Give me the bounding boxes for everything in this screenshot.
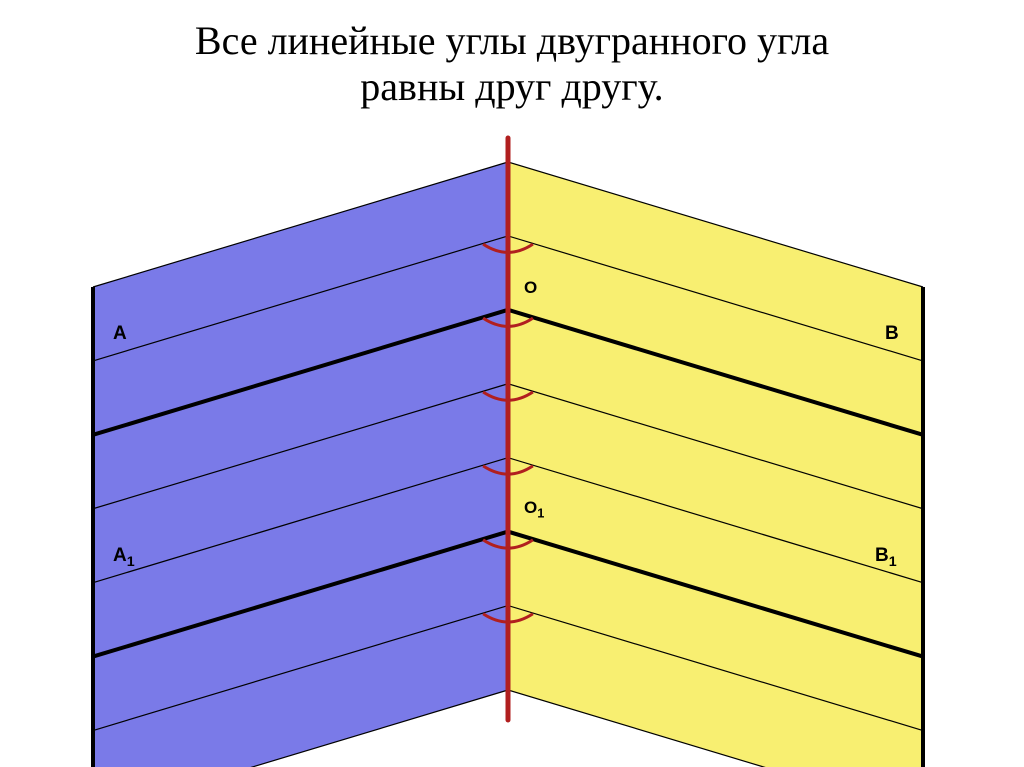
label-B: B <box>885 323 899 345</box>
label-B1: B1 <box>875 545 897 570</box>
dihedral-angle-diagram <box>0 0 1024 767</box>
label-O: O <box>524 278 537 298</box>
label-O1: O1 <box>524 498 544 520</box>
label-A1: A1 <box>113 545 135 570</box>
right-face <box>508 162 923 767</box>
left-face <box>93 162 508 767</box>
label-A: A <box>113 323 127 345</box>
